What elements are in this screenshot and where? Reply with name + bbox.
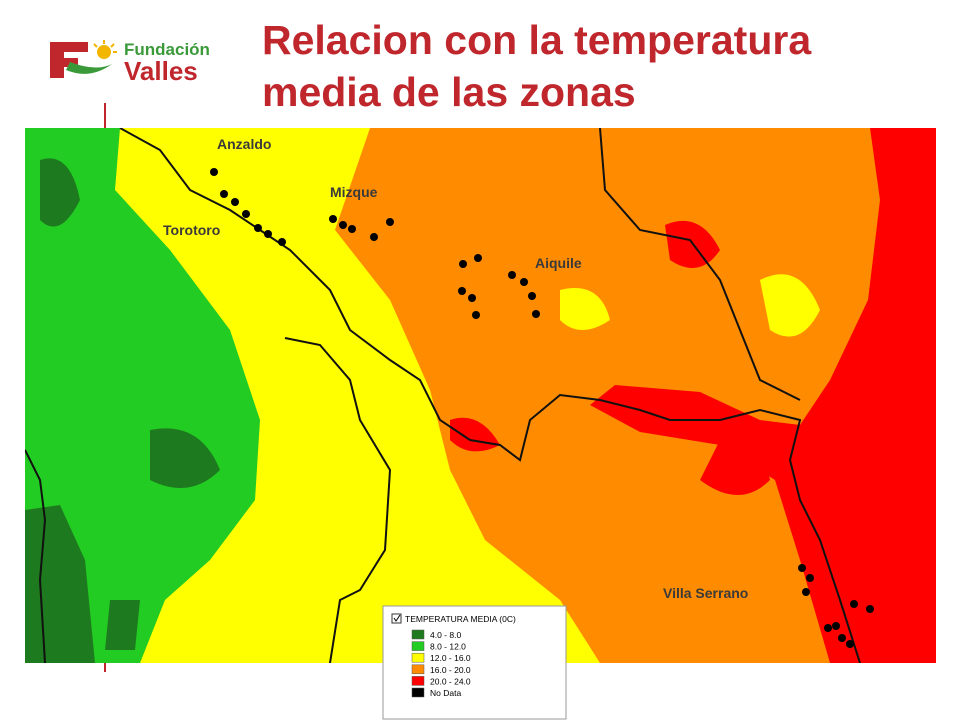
legend-swatch (411, 664, 425, 675)
legend-title: TEMPERATURA MEDIA (0C) (405, 614, 516, 624)
map: Anzaldo Mizque Torotoro Aiquile Villa Se… (25, 128, 936, 663)
legend-box (382, 605, 567, 720)
legend-label: No Data (430, 688, 461, 698)
legend-label: 8.0 - 12.0 (430, 642, 466, 652)
place-label: Villa Serrano (663, 585, 748, 601)
legend-label: 16.0 - 20.0 (430, 665, 471, 675)
logo-text: Fundación (124, 40, 210, 59)
title-line: media de las zonas (262, 69, 636, 115)
logo-text: Valles (124, 56, 198, 86)
legend-swatch (411, 629, 425, 640)
place-label: Mizque (330, 184, 378, 200)
slide-title: Relacion con la temperatura media de las … (262, 14, 811, 118)
place-label: Torotoro (163, 222, 220, 238)
legend-label: 20.0 - 24.0 (430, 676, 471, 686)
legend-swatch (411, 687, 425, 698)
legend-swatch (411, 652, 425, 663)
logo: Fundación Valles (50, 40, 210, 86)
place-label: Anzaldo (217, 136, 271, 152)
legend-label: 12.0 - 16.0 (430, 653, 471, 663)
legend-label: 4.0 - 8.0 (430, 630, 461, 640)
title-line: Relacion con la temperatura (262, 17, 812, 63)
legend-swatch (411, 676, 425, 686)
legend: TEMPERATURA MEDIA (0C) 4.0 - 8.0 8.0 - 12… (382, 605, 567, 720)
place-label: Aiquile (535, 255, 582, 271)
check-mark (393, 614, 401, 622)
legend-swatch (411, 641, 425, 651)
checkbox[interactable] (391, 613, 402, 624)
